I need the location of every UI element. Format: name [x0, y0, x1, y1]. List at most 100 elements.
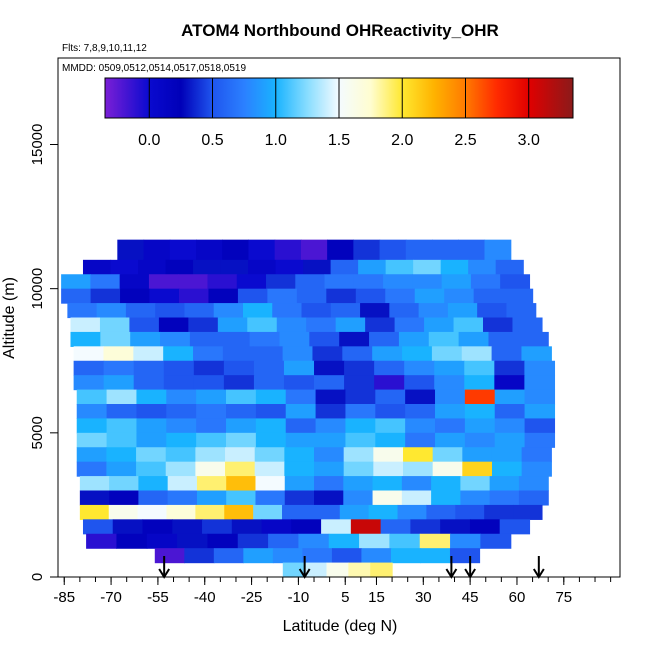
- heatmap-cell: [491, 461, 523, 477]
- heatmap-cell: [480, 533, 512, 549]
- heatmap-cell: [339, 331, 370, 347]
- heatmap-cell: [172, 519, 203, 535]
- heatmap-cell: [521, 461, 552, 477]
- heatmap-cell: [255, 432, 287, 448]
- x-tick-label: -10: [288, 589, 310, 606]
- heatmap-cell: [109, 490, 139, 506]
- heatmap-cell: [106, 447, 137, 463]
- heatmap-cell: [163, 375, 195, 391]
- heatmap-cell: [306, 317, 337, 333]
- heatmap-cell: [103, 375, 135, 391]
- heatmap-cell: [79, 504, 110, 520]
- heatmap-cell: [358, 259, 387, 275]
- heatmap-cell: [255, 389, 287, 405]
- x-axis-title: Latitude (deg N): [283, 618, 398, 635]
- heatmap-cell: [435, 404, 466, 420]
- heatmap-cell: [512, 317, 543, 333]
- colorbar-tick-label: 2.0: [391, 132, 413, 149]
- heatmap-cell: [469, 519, 501, 535]
- heatmap-cell: [343, 476, 374, 492]
- heatmap-cell: [274, 239, 302, 261]
- heatmap-cell: [494, 375, 525, 391]
- heatmap-cell: [79, 476, 110, 492]
- heatmap-cell: [166, 418, 197, 434]
- heatmap-cell: [373, 461, 404, 477]
- heatmap-cell: [166, 389, 197, 405]
- heatmap-cell: [394, 317, 425, 333]
- heatmap-cell: [283, 360, 315, 376]
- heatmap-cell: [494, 360, 525, 376]
- band-9: [73, 375, 556, 391]
- profile-arrow: [532, 556, 545, 579]
- heatmap-cell: [405, 404, 436, 420]
- heatmap-cell: [254, 461, 285, 477]
- heatmap-cell: [506, 303, 537, 319]
- heatmap-cell: [344, 360, 375, 376]
- heatmap-cell: [96, 303, 127, 319]
- y-tick-label: 15000: [29, 124, 46, 166]
- heatmap-cell: [432, 461, 463, 477]
- heatmap-cell: [279, 331, 310, 347]
- heatmap-cell: [193, 375, 225, 391]
- heatmap-cell: [282, 346, 314, 362]
- x-tick-label: 60: [509, 589, 526, 606]
- band-20: [86, 533, 512, 549]
- heatmap-cell: [405, 239, 433, 261]
- heatmap-cell: [231, 519, 263, 535]
- heatmap-cell: [314, 490, 344, 506]
- heatmap-cell: [494, 432, 526, 448]
- heatmap-cell: [372, 490, 403, 506]
- heatmap-cell: [484, 504, 514, 520]
- x-tick-label: -55: [147, 589, 169, 606]
- heatmap-cell: [103, 360, 135, 376]
- heatmap-cell: [499, 519, 531, 535]
- band-4: [67, 303, 537, 319]
- heatmap-cell: [219, 331, 251, 347]
- heatmap-cell: [237, 533, 269, 549]
- heatmap-cell: [106, 418, 138, 434]
- colorbar-tick-label: 2.5: [454, 132, 476, 149]
- heatmap-cell: [284, 476, 315, 492]
- heatmap-cell: [383, 274, 413, 290]
- heatmap-cell: [165, 447, 196, 463]
- heatmap-cell: [447, 303, 478, 319]
- heatmap-cell: [223, 375, 255, 391]
- heatmap-cell: [249, 331, 281, 347]
- heatmap-cell: [76, 432, 108, 448]
- heatmap-cell: [160, 331, 191, 347]
- band-17: [79, 490, 549, 506]
- band-22: [282, 562, 393, 578]
- y-axis-title: Altitude (m): [1, 277, 18, 359]
- heatmap-cell: [309, 331, 340, 347]
- heatmap-cell: [403, 461, 434, 477]
- heatmap-cell: [276, 317, 307, 333]
- heatmap-cell: [284, 447, 315, 463]
- heatmap-cell: [455, 504, 485, 520]
- heatmap-cell: [370, 562, 393, 578]
- heatmap-cell: [136, 404, 167, 420]
- heatmap-cell: [61, 288, 92, 304]
- heatmap-cell: [315, 432, 347, 448]
- band-19: [82, 519, 531, 535]
- heatmap-cell: [489, 476, 520, 492]
- heatmap-cell: [401, 490, 432, 506]
- heatmap-cell: [73, 375, 105, 391]
- heatmap-cell: [255, 490, 286, 506]
- heatmap-cell: [460, 476, 491, 492]
- heatmap-cell: [226, 418, 257, 434]
- heatmap-cell: [188, 317, 219, 333]
- heatmap-cell: [428, 331, 460, 347]
- heatmap-cell: [285, 389, 317, 405]
- band-11: [76, 404, 556, 420]
- heatmap-cell: [282, 562, 306, 578]
- heatmap-cell: [372, 346, 403, 362]
- heatmap-cell: [361, 548, 392, 564]
- heatmap-cell: [374, 375, 405, 391]
- heatmap-cell: [282, 504, 312, 520]
- heatmap-cell: [177, 533, 209, 549]
- heatmap-cell: [196, 418, 227, 434]
- heatmap-cell: [324, 274, 355, 290]
- heatmap-cell: [342, 346, 373, 362]
- heatmap-cell: [184, 303, 215, 319]
- heatmap-cell: [380, 519, 411, 535]
